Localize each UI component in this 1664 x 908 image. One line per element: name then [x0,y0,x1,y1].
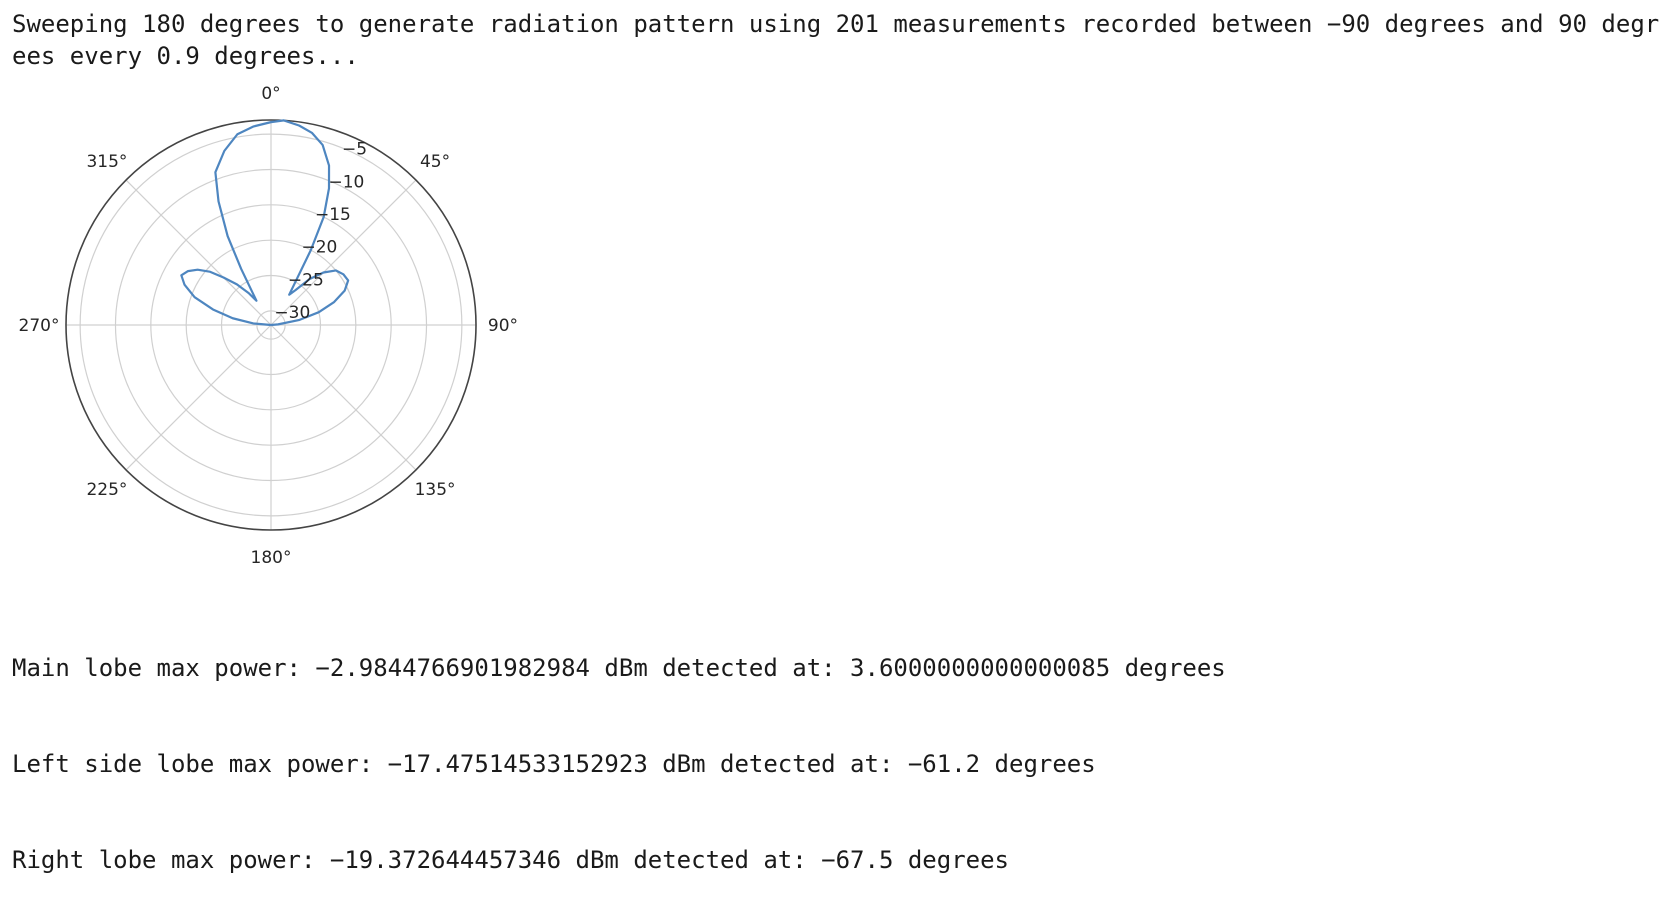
intro-text: Sweeping 180 degrees to generate radiati… [12,10,1660,70]
right-lobe-result: Right lobe max power: −19.372644457346 d… [12,846,1009,874]
grid-layer [65,119,477,531]
theta-grid-line [125,324,272,471]
r-tick-label: −10 [329,172,365,192]
r-tick-label: −5 [342,140,367,160]
theta-tick-label: 135° [415,480,456,500]
r-tick-label: −25 [288,270,324,290]
r-tick-label: −20 [301,238,337,258]
polar-chart-svg: 0° 45° 90° 135° 180° 225° 270° 315° −30 −25 −20 −15… [19,84,519,568]
theta-tick-label: 270° [19,316,60,336]
r-tick-label: −15 [315,205,351,225]
theta-grid-line [125,179,272,326]
results-block: Main lobe max power: −2.9844766901982984… [12,588,1662,908]
main-lobe-result: Main lobe max power: −2.9844766901982984… [12,654,1226,682]
polar-radiation-chart: 0° 45° 90° 135° 180° 225° 270° 315° −30 −25 −20 −15… [0,78,540,578]
theta-tick-label: 315° [86,152,127,172]
theta-tick-label: 45° [420,152,450,172]
label-layer: 0° 45° 90° 135° 180° 225° 270° 315° −30 −25 −20 −15… [19,84,519,568]
theta-tick-label: 180° [251,548,292,568]
theta-tick-label: 225° [86,480,127,500]
left-lobe-result: Left side lobe max power: −17.4751453315… [12,750,1096,778]
polar-frame [65,119,477,531]
series-layer [180,119,350,327]
r-tick-label: −30 [274,303,310,323]
theta-tick-label: 90° [488,316,518,336]
series-line [180,119,350,327]
theta-grid-line [270,324,417,471]
theta-tick-label: 0° [261,84,280,104]
theta-grid-line [270,179,417,326]
